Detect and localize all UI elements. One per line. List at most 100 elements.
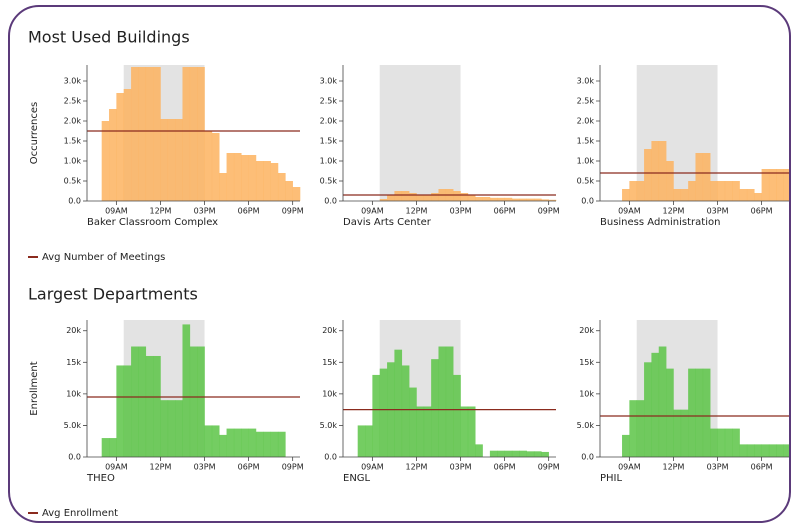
area-step	[248, 155, 257, 201]
area-step	[526, 451, 535, 457]
area-step	[401, 191, 410, 201]
area-step	[467, 406, 476, 457]
area-step	[197, 67, 205, 201]
y-tick-label: 0.0	[68, 453, 81, 462]
y-tick-label: 5.0k	[577, 421, 595, 430]
area-step	[724, 181, 733, 201]
area-step	[702, 368, 711, 457]
area-step	[131, 346, 139, 457]
area-step	[489, 450, 498, 457]
area-step	[241, 428, 249, 457]
area-step	[365, 425, 373, 457]
area-step	[504, 197, 513, 201]
area-step	[182, 67, 191, 201]
area-step	[255, 161, 264, 201]
area-step	[409, 193, 417, 201]
y-axis-label: Occurrences	[29, 102, 40, 164]
area-step	[270, 163, 279, 201]
y-tick-label: 15k	[579, 358, 594, 367]
area-step	[292, 187, 301, 201]
area-step	[783, 169, 790, 201]
area-step	[519, 450, 527, 457]
x-tick-label: 06PM	[238, 207, 260, 216]
chart-label: ENGL	[343, 473, 371, 484]
area-step	[761, 444, 770, 457]
y-tick-label: 1.5k	[64, 137, 82, 146]
y-tick-label: 2.5k	[577, 97, 595, 106]
area-step	[541, 451, 549, 457]
area-step	[145, 67, 154, 201]
area-step	[644, 362, 652, 457]
area-step	[416, 406, 425, 457]
x-tick-label: 03PM	[707, 463, 729, 472]
x-tick-label: 09PM	[538, 463, 560, 472]
area-step	[204, 425, 213, 457]
area-step	[109, 438, 117, 457]
y-tick-label: 0.5k	[577, 177, 595, 186]
area-step	[379, 368, 388, 457]
y-tick-label: 0.0	[68, 197, 81, 206]
area-step	[754, 193, 762, 201]
area-step	[768, 169, 777, 201]
area-step	[695, 368, 704, 457]
chart-label: Davis Arts Center	[343, 217, 432, 228]
area-step	[255, 431, 264, 457]
x-tick-label: 03PM	[194, 207, 216, 216]
area-step	[189, 346, 198, 457]
area-step	[739, 444, 748, 457]
y-tick-label: 0.0	[324, 197, 337, 206]
y-tick-label: 1.0k	[577, 157, 595, 166]
x-tick-label: 09AM	[105, 463, 128, 472]
area-step	[379, 199, 388, 201]
x-tick-label: 09AM	[618, 207, 641, 216]
y-tick-label: 15k	[322, 358, 337, 367]
area-step	[109, 109, 117, 201]
area-step	[423, 195, 432, 201]
area-step	[511, 450, 520, 457]
area-step	[204, 131, 213, 201]
section-title: Most Used Buildings	[28, 28, 190, 47]
area-step	[519, 198, 527, 201]
area-step	[533, 451, 542, 457]
x-tick-label: 09PM	[538, 207, 560, 216]
y-tick-label: 20k	[322, 326, 337, 335]
area-step	[285, 181, 293, 201]
area-step	[401, 365, 410, 457]
x-tick-label: 12PM	[405, 207, 427, 216]
area-step	[710, 428, 718, 457]
y-tick-label: 2.0k	[320, 117, 338, 126]
y-tick-label: 1.0k	[320, 157, 338, 166]
x-tick-label: 06PM	[494, 463, 516, 472]
area-step	[497, 197, 505, 201]
area-step	[791, 169, 799, 201]
area-step	[431, 359, 439, 457]
area-step	[394, 191, 403, 201]
area-step	[431, 193, 439, 201]
y-tick-label: 0.0	[324, 453, 337, 462]
area-step	[226, 428, 235, 457]
area-step	[732, 181, 740, 201]
highlight-band	[379, 65, 461, 201]
area-step	[219, 173, 227, 201]
area-step	[702, 153, 711, 201]
y-tick-label: 5.0k	[64, 421, 82, 430]
y-tick-label: 20k	[66, 326, 81, 335]
y-tick-label: 2.0k	[577, 117, 595, 126]
area-step	[277, 173, 286, 201]
area-step	[167, 400, 176, 457]
area-step	[746, 189, 755, 201]
area-step	[189, 67, 198, 201]
x-tick-label: 09PM	[282, 463, 304, 472]
y-tick-label: 2.0k	[64, 117, 82, 126]
x-tick-label: 03PM	[194, 463, 216, 472]
chart-label: PHIL	[600, 473, 622, 484]
legend-label: Avg Number of Meetings	[42, 252, 165, 263]
area-step	[651, 352, 660, 457]
y-tick-label: 3.0k	[64, 77, 82, 86]
area-step	[160, 400, 169, 457]
area-step	[475, 197, 483, 201]
area-step	[526, 198, 535, 201]
y-tick-label: 10k	[66, 389, 81, 398]
x-tick-label: 06PM	[751, 207, 773, 216]
area-step	[658, 141, 667, 201]
